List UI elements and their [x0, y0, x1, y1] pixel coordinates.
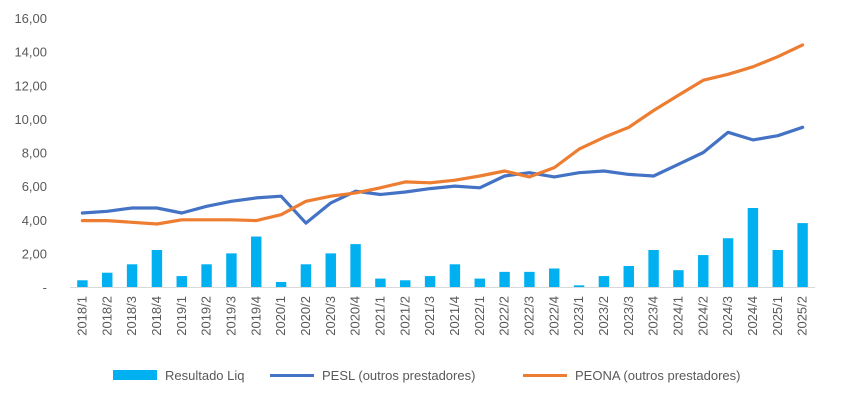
- x-tick-label: 2020/4: [348, 296, 363, 336]
- bar-resultado-liq: [623, 265, 634, 287]
- bar-series: [77, 207, 808, 287]
- x-tick-label: 2019/2: [199, 296, 214, 336]
- y-tick-label: 2,00: [22, 246, 47, 261]
- bar-resultado-liq: [226, 253, 237, 287]
- x-tick-label: 2022/3: [521, 296, 536, 336]
- x-tick-label: 2019/3: [223, 296, 238, 336]
- x-tick-label: 2023/1: [571, 296, 586, 336]
- bar-resultado-liq: [499, 271, 510, 287]
- x-tick-label: 2021/3: [422, 296, 437, 336]
- bar-resultado-liq: [77, 280, 88, 287]
- x-tick-label: 2025/1: [770, 296, 785, 336]
- legend-swatch-bar: [113, 370, 157, 380]
- bar-resultado-liq: [375, 278, 386, 287]
- x-tick-label: 2019/4: [248, 296, 263, 336]
- legend-label-resultado-liq: Resultado Liq: [165, 367, 245, 383]
- legend-item-pesl: PESL (outros prestadores): [270, 362, 475, 388]
- bar-resultado-liq: [524, 271, 535, 287]
- x-tick-label: 2019/1: [174, 296, 189, 336]
- bar-resultado-liq: [176, 276, 187, 287]
- bar-resultado-liq: [449, 264, 461, 287]
- legend-label-pesl: PESL (outros prestadores): [322, 367, 476, 383]
- x-tick-label: 2023/4: [646, 296, 661, 336]
- x-tick-label: 2022/1: [472, 296, 487, 336]
- y-tick-label: 16,00: [14, 11, 47, 26]
- bar-resultado-liq: [722, 238, 734, 287]
- x-tick-label: 2021/2: [397, 296, 412, 336]
- x-tick-label: 2022/4: [546, 296, 561, 336]
- legend-swatch-pesl-line: [270, 373, 314, 377]
- bar-resultado-liq: [573, 285, 585, 287]
- bar-resultado-liq: [275, 281, 287, 287]
- x-tick-label: 2024/1: [670, 296, 685, 336]
- bar-resultado-liq: [772, 250, 783, 287]
- x-tick-label: 2020/2: [298, 296, 313, 336]
- y-tick-label: 14,00: [14, 45, 47, 60]
- x-tick-label: 2024/2: [695, 296, 710, 336]
- x-axis-labels: 2018/1 2018/2 2018/3 2018/4 2019/1 2019/2 2019…: [74, 296, 809, 336]
- x-tick-label: 2023/2: [596, 296, 611, 336]
- x-tick-label: 2020/3: [323, 296, 338, 336]
- x-tick-label: 2022/2: [497, 296, 512, 336]
- bar-resultado-liq: [747, 207, 759, 287]
- x-tick-label: 2023/3: [621, 296, 636, 336]
- line-series: [80, 43, 805, 226]
- legend-item-peona: PEONA (outros prestadores): [523, 362, 740, 388]
- bar-resultado-liq: [201, 264, 212, 287]
- bar-resultado-liq: [797, 223, 808, 287]
- y-axis-labels: - 2,00 4,00 6,00 8,00 10,00 12,00 14,00 16,00: [14, 11, 47, 295]
- x-tick-label: 2018/4: [149, 296, 164, 336]
- y-tick-label: -: [43, 280, 47, 295]
- bar-resultado-liq: [549, 268, 560, 287]
- bar-resultado-liq: [325, 253, 336, 287]
- bar-resultado-liq: [400, 280, 411, 287]
- bar-resultado-liq: [648, 250, 659, 287]
- line-pesl: [80, 125, 805, 225]
- x-tick-label: 2018/1: [74, 296, 89, 336]
- bar-resultado-liq: [350, 244, 361, 287]
- y-tick-label: 4,00: [22, 213, 47, 228]
- line-peona: [80, 43, 805, 226]
- bar-resultado-liq: [424, 276, 436, 287]
- y-tick-label: 10,00: [14, 112, 47, 127]
- legend-label-peona: PEONA (outros prestadores): [575, 367, 741, 383]
- y-tick-label: 8,00: [22, 146, 47, 161]
- y-tick-label: 6,00: [22, 179, 47, 194]
- legend-swatch-peona-line: [523, 373, 567, 377]
- bar-resultado-liq: [126, 264, 138, 287]
- bar-resultado-liq: [151, 250, 163, 287]
- legend: Resultado Liq PESL (outros prestadores) …: [0, 362, 850, 388]
- bar-resultado-liq: [102, 272, 113, 287]
- x-tick-label: 2025/2: [795, 296, 810, 336]
- bar-resultado-liq: [673, 270, 684, 287]
- legend-item-resultado-liq: Resultado Liq: [113, 362, 245, 388]
- bar-resultado-liq: [598, 276, 610, 287]
- bar-resultado-liq: [698, 255, 709, 287]
- x-tick-label: 2021/1: [372, 296, 387, 336]
- x-tick-label: 2020/1: [273, 296, 288, 336]
- y-tick-label: 12,00: [14, 78, 47, 93]
- x-tick-label: 2018/3: [124, 296, 139, 336]
- bar-resultado-liq: [474, 278, 485, 287]
- x-tick-label: 2024/4: [745, 296, 760, 336]
- bar-resultado-liq: [300, 264, 312, 287]
- x-tick-label: 2018/2: [99, 296, 114, 336]
- x-tick-label: 2024/3: [720, 296, 735, 336]
- bar-resultado-liq: [251, 236, 262, 287]
- x-tick-label: 2021/4: [447, 296, 462, 336]
